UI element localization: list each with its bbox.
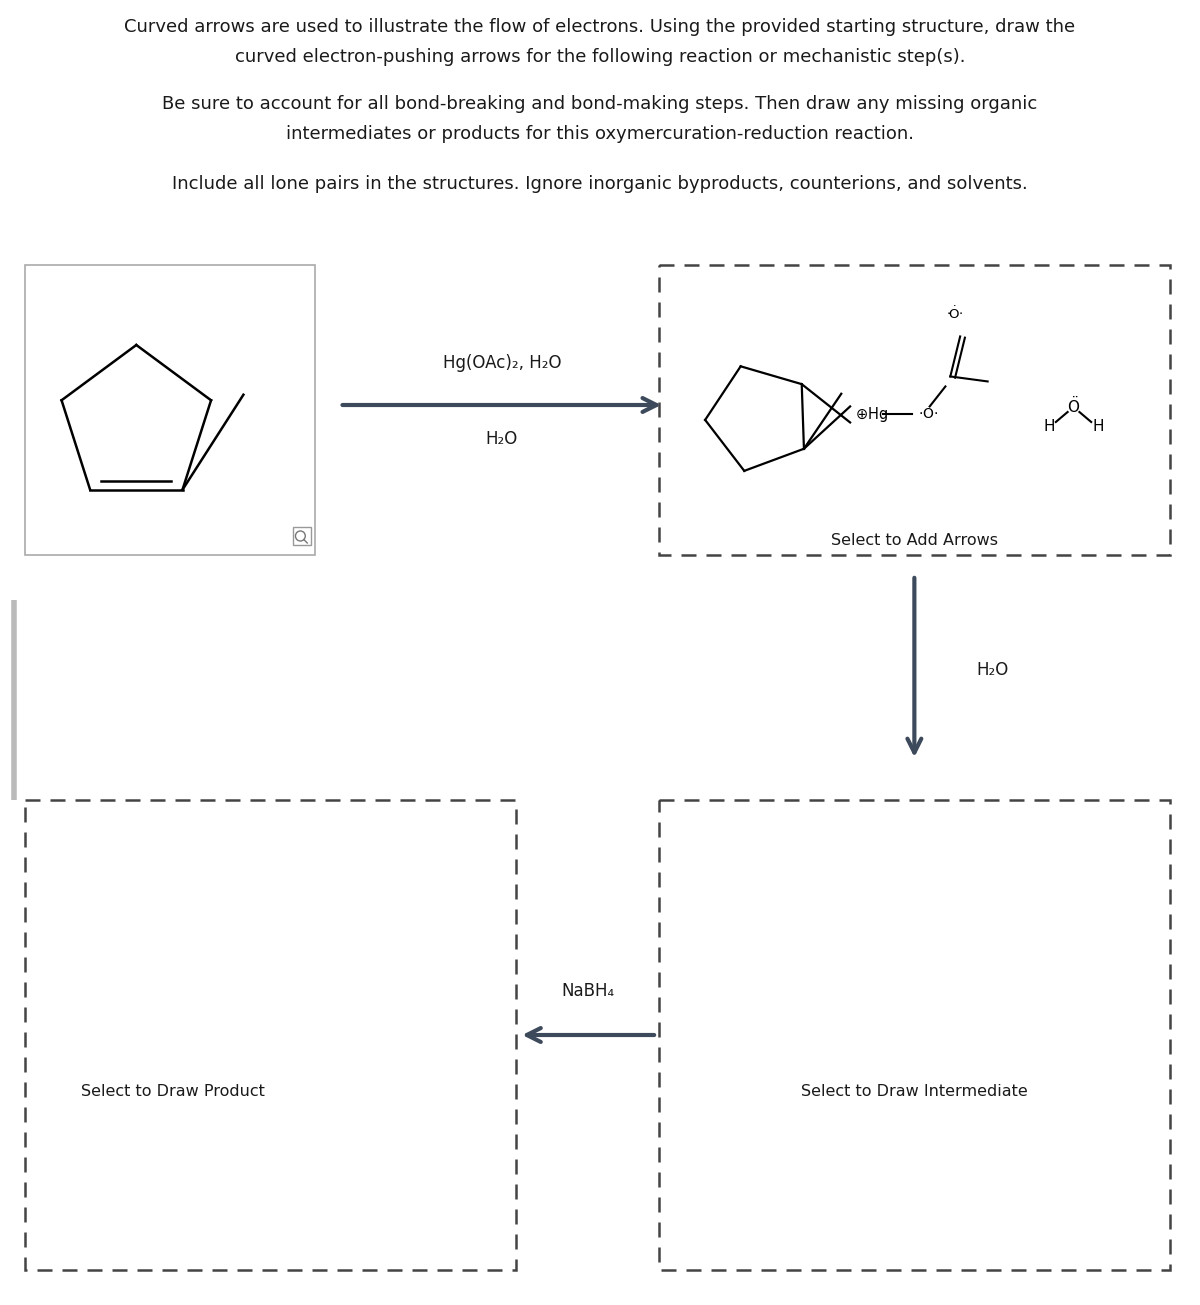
Text: curved electron-pushing arrows for the following reaction or mechanistic step(s): curved electron-pushing arrows for the f…	[235, 48, 965, 67]
Text: intermediates or products for this oxymercuration-reduction reaction.: intermediates or products for this oxyme…	[286, 125, 914, 144]
Text: Hg(OAc)₂, H₂O: Hg(OAc)₂, H₂O	[443, 354, 562, 372]
Text: $\ddot{\mathrm{O}}$: $\ddot{\mathrm{O}}$	[1067, 395, 1080, 416]
Text: $\cdot$O$\cdot$: $\cdot$O$\cdot$	[918, 407, 938, 422]
Bar	[25, 800, 516, 1270]
Text: Select to Draw Intermediate: Select to Draw Intermediate	[800, 1084, 1027, 1099]
Bar	[294, 527, 311, 545]
Bar	[659, 800, 1170, 1270]
Text: NaBH₄: NaBH₄	[562, 981, 614, 1000]
Text: $\cdot\!\dot{\mathrm{O}}\!\cdot$: $\cdot\!\dot{\mathrm{O}}\!\cdot$	[947, 305, 964, 322]
Text: H₂O: H₂O	[977, 662, 1009, 679]
Text: Select to Add Arrows: Select to Add Arrows	[830, 532, 998, 548]
Text: H: H	[1043, 419, 1055, 433]
Bar	[659, 265, 1170, 555]
Text: Select to Draw Product: Select to Draw Product	[80, 1084, 264, 1099]
Text: Be sure to account for all bond-breaking and bond-making steps. Then draw any mi: Be sure to account for all bond-breaking…	[162, 95, 1038, 114]
Text: H: H	[1092, 419, 1104, 433]
Bar	[25, 265, 316, 555]
Text: Curved arrows are used to illustrate the flow of electrons. Using the provided s: Curved arrows are used to illustrate the…	[125, 18, 1075, 37]
Text: Include all lone pairs in the structures. Ignore inorganic byproducts, counterio: Include all lone pairs in the structures…	[172, 175, 1028, 193]
Text: H₂O: H₂O	[486, 431, 518, 448]
Text: $\oplus$Hg: $\oplus$Hg	[856, 405, 888, 424]
